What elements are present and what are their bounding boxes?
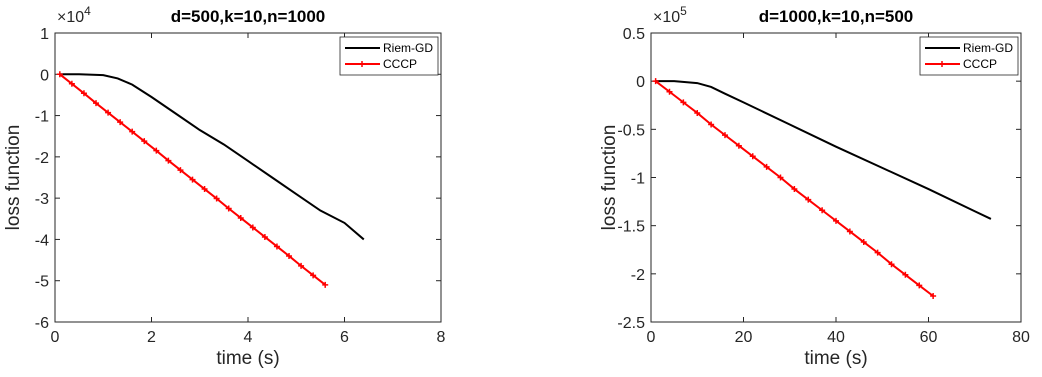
legend-label: CCCP bbox=[383, 57, 417, 71]
point-marker bbox=[68, 80, 75, 87]
x-tick-label: 4 bbox=[244, 329, 253, 346]
point-marker bbox=[261, 233, 268, 240]
x-tick-label: 8 bbox=[437, 329, 446, 346]
series-line bbox=[655, 80, 992, 220]
point-marker bbox=[652, 78, 659, 85]
x-tick-label: 60 bbox=[920, 329, 938, 346]
y-tick-label: -4 bbox=[35, 232, 49, 249]
point-marker bbox=[666, 88, 673, 95]
plot-area bbox=[54, 32, 442, 323]
y-tick-label: -0.5 bbox=[617, 122, 645, 139]
point-marker bbox=[930, 292, 937, 299]
y-axis-label: loss function bbox=[3, 125, 24, 231]
point-marker bbox=[777, 174, 784, 181]
x-axis-label: time (s) bbox=[216, 348, 279, 369]
x-tick-label: 20 bbox=[735, 329, 753, 346]
point-marker bbox=[165, 157, 172, 164]
point-marker bbox=[153, 147, 160, 154]
point-marker bbox=[129, 128, 136, 135]
y-tick-label: 0 bbox=[636, 74, 645, 91]
point-marker bbox=[213, 195, 220, 202]
point-marker bbox=[791, 186, 798, 193]
point-marker bbox=[189, 176, 196, 183]
point-marker bbox=[819, 207, 826, 214]
point-marker bbox=[846, 228, 853, 235]
point-marker bbox=[117, 119, 124, 126]
point-marker bbox=[237, 214, 244, 221]
y-tick-label: -1.5 bbox=[617, 219, 645, 236]
point-marker bbox=[249, 224, 256, 231]
point-marker bbox=[105, 109, 112, 116]
legend-label: CCCP bbox=[963, 57, 997, 71]
legend-box bbox=[339, 36, 439, 76]
legend-box bbox=[919, 36, 1019, 76]
y-axis-label: loss function bbox=[599, 125, 620, 231]
point-marker bbox=[298, 262, 305, 269]
point-marker bbox=[680, 99, 687, 106]
point-marker bbox=[141, 138, 148, 145]
multiplier-exponent: 5 bbox=[680, 4, 687, 18]
point-marker bbox=[225, 205, 232, 212]
point-marker bbox=[833, 217, 839, 224]
point-marker bbox=[722, 132, 728, 139]
chart: 0 20 40 60 80 -2.5 -2 -1.5 -1 -0.5 0 0.5 d=1000,k=10… bbox=[599, 4, 1030, 369]
y-tick-label: -2 bbox=[631, 267, 645, 284]
y-tick-label: 0 bbox=[40, 67, 49, 84]
point-marker bbox=[310, 272, 317, 279]
chart-title: d=500,k=10,n=1000 bbox=[171, 7, 326, 26]
point-marker bbox=[888, 261, 895, 268]
x-tick-label: 0 bbox=[647, 329, 656, 346]
point-marker bbox=[201, 186, 208, 193]
y-tick-label: 1 bbox=[40, 26, 49, 43]
plot-area bbox=[650, 32, 1022, 323]
x-tick-label: 2 bbox=[147, 329, 156, 346]
point-marker bbox=[694, 109, 701, 116]
point-marker bbox=[763, 163, 770, 170]
y-tick-label: -1 bbox=[35, 109, 49, 126]
point-marker bbox=[749, 153, 756, 160]
x-tick-label: 80 bbox=[1012, 329, 1030, 346]
x-axis-label: time (s) bbox=[804, 348, 867, 369]
x-tick-label: 6 bbox=[340, 329, 349, 346]
x-tick-label: 0 bbox=[51, 329, 60, 346]
y-tick-label: -3 bbox=[35, 191, 49, 208]
point-marker bbox=[286, 252, 293, 259]
point-marker bbox=[708, 121, 715, 128]
multiplier-base: ×10 bbox=[57, 9, 84, 26]
point-marker bbox=[902, 271, 909, 278]
legend-label: Riem-GD bbox=[383, 41, 433, 55]
point-marker bbox=[916, 282, 923, 289]
point-marker bbox=[322, 281, 329, 288]
legend-label: Riem-GD bbox=[963, 41, 1013, 55]
point-marker bbox=[273, 243, 280, 250]
chart: 0 2 4 6 8 -6 -5 -4 -3 -2 -1 0 1 d=500,k=10,n=1000 time… bbox=[3, 4, 446, 369]
chart-title: d=1000,k=10,n=500 bbox=[759, 7, 914, 26]
point-marker bbox=[735, 142, 742, 149]
point-marker bbox=[80, 90, 87, 97]
axis-multiplier: ×105 bbox=[653, 4, 687, 26]
point-marker bbox=[860, 239, 867, 246]
y-tick-label: -2.5 bbox=[617, 315, 645, 332]
point-marker bbox=[93, 100, 100, 107]
point-marker bbox=[177, 167, 184, 174]
legend-marker bbox=[939, 61, 945, 67]
series-line bbox=[59, 73, 365, 241]
multiplier-base: ×10 bbox=[653, 9, 680, 26]
x-tick-label: 40 bbox=[827, 329, 845, 346]
y-tick-label: -1 bbox=[631, 171, 645, 188]
multiplier-exponent: 4 bbox=[84, 4, 91, 18]
y-tick-label: -2 bbox=[35, 150, 49, 167]
point-marker bbox=[805, 196, 812, 203]
point-marker bbox=[56, 71, 63, 78]
y-tick-label: 0.5 bbox=[623, 26, 645, 43]
y-tick-label: -6 bbox=[35, 315, 49, 332]
axis-multiplier: ×104 bbox=[57, 4, 91, 26]
y-tick-label: -5 bbox=[35, 274, 49, 291]
point-marker bbox=[874, 249, 881, 256]
legend-marker bbox=[359, 61, 365, 67]
